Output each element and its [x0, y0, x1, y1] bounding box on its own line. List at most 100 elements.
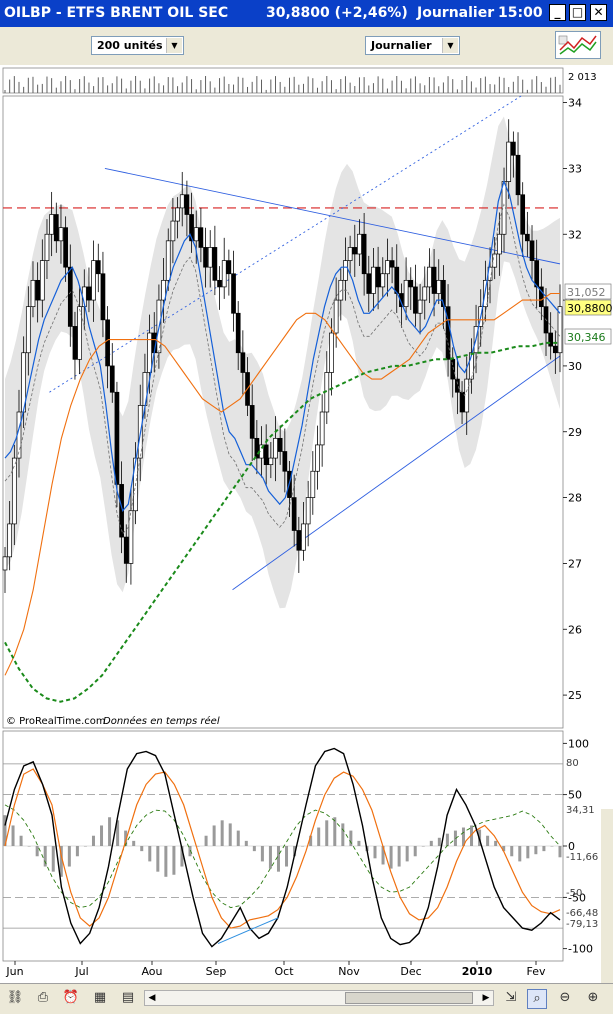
candle-body: [436, 279, 442, 294]
candle-body: [128, 510, 134, 564]
volume-bar: [144, 88, 146, 93]
time-label: 15:00: [498, 5, 543, 21]
volume-bar: [172, 77, 174, 93]
histogram-bar: [35, 846, 39, 857]
volume-bar: [368, 85, 370, 93]
volume-bar: [242, 77, 244, 93]
volume-bar: [512, 81, 514, 93]
toolbar: 200 unités ▼ Journalier ▼: [0, 27, 613, 65]
volume-bar: [321, 81, 323, 93]
volatility-band: [5, 116, 560, 609]
candle-body: [235, 312, 241, 354]
candle-body: [72, 326, 78, 360]
candle-body: [44, 233, 50, 261]
export-icon[interactable]: ▦: [93, 990, 107, 1005]
maximize-button[interactable]: □: [569, 4, 586, 21]
minimize-button[interactable]: _: [549, 4, 566, 21]
period-label: Journalier: [417, 5, 495, 21]
credit-note: Données en temps réel: [103, 715, 220, 727]
chart-area: 2 013 25262728293031323334 31,05230,8800…: [0, 65, 613, 983]
candle-body: [268, 457, 274, 466]
chart-settings-icon[interactable]: [555, 31, 601, 59]
candle-body: [11, 457, 17, 525]
cursor-icon[interactable]: ⇲: [505, 990, 517, 1005]
zoom-select-icon[interactable]: ⌕: [527, 989, 547, 1009]
candle-body: [277, 437, 283, 452]
volume-bar: [237, 76, 239, 93]
volume-bar: [452, 79, 454, 93]
osc-axis-tick-label: 50: [568, 789, 582, 802]
zoom-out-icon[interactable]: ⊖: [559, 990, 571, 1005]
horizontal-scrollbar[interactable]: ◀ ▶: [144, 990, 494, 1006]
dashed-ma-line: [4, 203, 561, 535]
volume-bar: [153, 76, 155, 93]
x-axis: Jun Jul Aou Sep Oct Nov Dec 2010 Fev: [5, 961, 546, 978]
osc-value-label: -50: [566, 888, 582, 899]
close-button[interactable]: ✕: [590, 4, 607, 21]
volume-bar: [466, 76, 468, 93]
candle-body: [492, 253, 498, 268]
volume-bar: [74, 89, 76, 93]
volume-panel: 2 013: [2, 67, 597, 94]
volume-bar: [517, 76, 519, 93]
candle-body: [203, 247, 208, 268]
volume-bar: [470, 81, 472, 93]
volume-bar: [545, 86, 547, 93]
candle-body: [459, 391, 465, 413]
histogram-bar: [341, 823, 345, 846]
candle-body: [385, 260, 390, 275]
histogram-bar: [228, 823, 232, 846]
candle-body: [231, 273, 236, 314]
volume-bar: [205, 76, 207, 93]
candle-body: [469, 352, 474, 380]
candle-body: [95, 260, 101, 275]
indicator-icon[interactable]: ▤: [121, 990, 135, 1005]
units-select[interactable]: 200 unités ▼: [91, 36, 184, 55]
histogram-bar: [526, 846, 530, 859]
scroll-thumb[interactable]: [345, 992, 473, 1004]
period-select[interactable]: Journalier ▼: [365, 36, 460, 55]
candle-body: [445, 306, 451, 360]
green-ma-line: [4, 341, 560, 703]
histogram-bar: [333, 817, 337, 846]
volume-bar: [41, 83, 43, 93]
osc-axis-tick-label: 100: [568, 737, 589, 750]
alert-icon[interactable]: ⏰: [62, 990, 80, 1005]
candle-body: [184, 194, 190, 215]
histogram-bar: [445, 833, 449, 846]
candle-body: [105, 319, 110, 367]
volume-bar: [135, 76, 137, 93]
x-axis-label: Sep: [206, 965, 227, 978]
histogram-bar: [381, 846, 385, 865]
candle-body: [389, 260, 395, 268]
volume-bar: [424, 85, 426, 93]
print-icon[interactable]: ⎙: [37, 990, 49, 1005]
histogram-bar: [276, 846, 280, 872]
histogram-bar: [518, 846, 522, 862]
histogram-bar: [357, 840, 361, 846]
volume-bar: [69, 80, 71, 93]
volume-bar: [32, 76, 34, 93]
volume-bar: [79, 79, 81, 93]
volume-bar: [363, 77, 365, 93]
scroll-right-icon[interactable]: ▶: [482, 993, 490, 1003]
stoch-osc-line: [4, 747, 561, 948]
trend-line: [232, 355, 561, 591]
vertical-scrollbar[interactable]: [601, 809, 613, 983]
volume-bar: [219, 78, 221, 93]
volume-bar: [83, 76, 85, 93]
zoom-in-icon[interactable]: ⊕: [587, 990, 599, 1005]
histogram-bar: [325, 820, 329, 846]
scroll-left-icon[interactable]: ◀: [148, 993, 156, 1003]
orange-ma-line: [4, 292, 560, 676]
histogram-bar: [19, 835, 23, 846]
title-bar: OILBP - ETFS BRENT OIL SEC 30,8800 (+2,4…: [0, 0, 613, 27]
volume-bar: [37, 84, 39, 93]
histogram-bar: [260, 846, 264, 862]
link-icon[interactable]: ⛓: [6, 990, 24, 1005]
candle-body: [338, 279, 344, 301]
histogram-bar: [67, 846, 71, 867]
histogram-bar: [429, 840, 433, 846]
osc-axis-tick-label: 0: [568, 840, 575, 853]
